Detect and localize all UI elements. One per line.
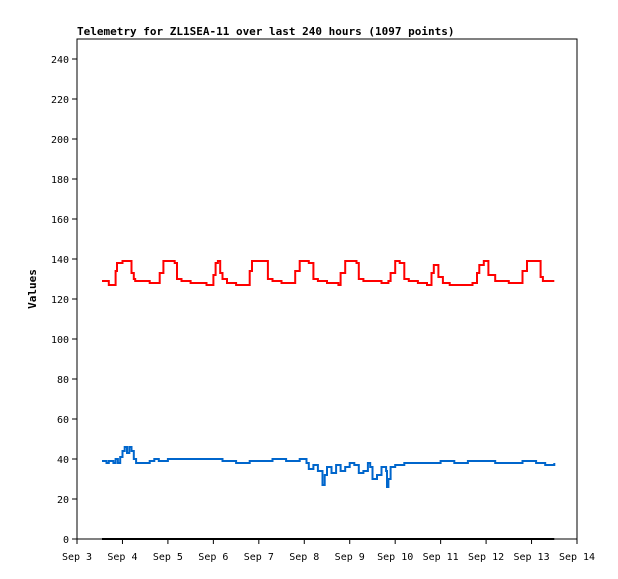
y-axis-ticks: 0 20 40 60 80 100 120 140 160 180 200 220 240 (51, 55, 77, 546)
y-tick-label: 60 (57, 415, 69, 426)
y-tick-label: 100 (51, 335, 69, 346)
x-tick-label: Sep 7 (244, 552, 274, 563)
x-tick-label: Sep 3 (62, 552, 92, 563)
x-tick-label: Sep 10 (377, 552, 413, 563)
y-tick-label: 180 (51, 175, 69, 186)
y-tick-label: 120 (51, 295, 69, 306)
series-group (102, 260, 556, 540)
x-tick-label: Sep 4 (107, 552, 137, 563)
x-axis-ticks: Sep 3 Sep 4 Sep 5 Sep 6 Sep 7 Sep 8 Sep 9 Sep 1… (62, 539, 595, 563)
x-tick-label: Sep 14 (559, 552, 595, 563)
x-tick-label: Sep 12 (468, 552, 504, 563)
x-tick-label: Sep 5 (153, 552, 183, 563)
y-tick-label: 140 (51, 255, 69, 266)
x-tick-label: Sep 13 (513, 552, 549, 563)
y-tick-label: 80 (57, 375, 69, 386)
series-line-1 (102, 446, 556, 488)
x-tick-label: Sep 6 (198, 552, 228, 563)
y-tick-label: 0 (63, 535, 69, 546)
y-axis-label: Values (26, 269, 39, 309)
x-tick-label: Sep 11 (423, 552, 459, 563)
y-tick-label: 240 (51, 55, 69, 66)
series-line-0 (102, 260, 555, 286)
y-tick-label: 40 (57, 455, 69, 466)
y-tick-label: 200 (51, 135, 69, 146)
x-tick-label: Sep 9 (335, 552, 365, 563)
y-tick-label: 220 (51, 95, 69, 106)
x-tick-label: Sep 8 (289, 552, 319, 563)
y-tick-label: 160 (51, 215, 69, 226)
chart-title: Telemetry for ZL1SEA-11 over last 240 ho… (77, 25, 455, 38)
y-tick-label: 20 (57, 495, 69, 506)
